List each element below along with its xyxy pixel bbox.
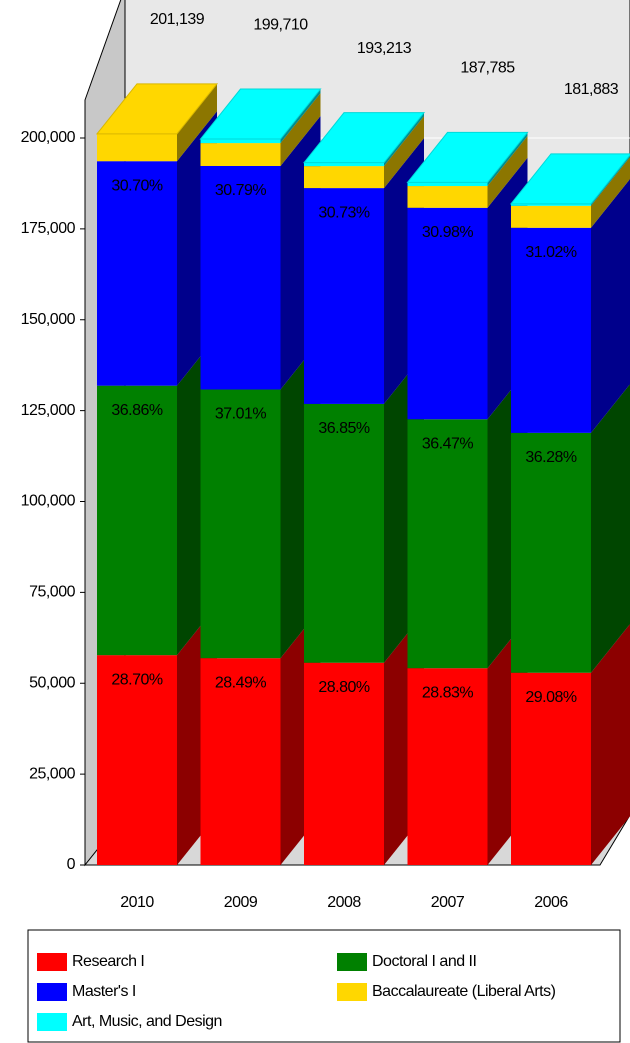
bar-side: [384, 112, 424, 167]
total-label: 199,710: [253, 16, 308, 33]
bar-side: [591, 384, 630, 673]
total-label: 181,883: [564, 81, 619, 98]
bar-side: [384, 116, 424, 189]
legend-swatch: [337, 983, 367, 1001]
percent-label: 36.28%: [525, 449, 577, 466]
percent-label: 28.80%: [318, 679, 370, 696]
x-tick-label: 2010: [120, 894, 154, 911]
bar-segment: [304, 403, 384, 663]
bar-segment: [200, 143, 281, 166]
y-tick-label: 25,000: [29, 765, 76, 782]
percent-label: 28.83%: [422, 684, 474, 701]
legend-swatch: [37, 953, 67, 971]
legend-label: Art, Music, and Design: [72, 1013, 222, 1030]
legend-box: [27, 929, 621, 1043]
bar-side: [591, 179, 630, 433]
bar-segment: [304, 662, 384, 865]
total-label: 193,213: [357, 40, 412, 57]
legend-swatch: [37, 983, 67, 1001]
bar-top: [199, 88, 322, 140]
y-tick-label: 175,000: [21, 220, 76, 237]
percent-label: 29.08%: [525, 689, 577, 706]
percent-label: 28.49%: [215, 674, 267, 691]
total-label: 187,785: [460, 60, 515, 77]
legend-label: Baccalaureate (Liberal Arts): [372, 983, 556, 1000]
x-tick-label: 2007: [431, 894, 465, 911]
y-tick-label: 75,000: [29, 584, 76, 601]
bar-segment: [97, 655, 177, 865]
bar-segment: [304, 188, 384, 404]
legend-label: Research I: [72, 953, 144, 970]
bar-side: [487, 136, 528, 208]
bar-segment: [407, 419, 488, 669]
bar-segment: [304, 162, 384, 167]
y-tick-label: 100,000: [21, 493, 76, 510]
bar-segment: [97, 385, 177, 656]
percent-label: 30.70%: [111, 177, 163, 194]
bar-top: [509, 153, 630, 205]
percent-label: 37.01%: [215, 406, 267, 423]
bar-segment: [407, 182, 488, 187]
bar-segment: [304, 166, 384, 189]
bar-side: [280, 89, 321, 144]
percent-label: 36.47%: [422, 435, 474, 452]
bar-segment: [200, 165, 281, 390]
percent-label: 31.02%: [525, 244, 577, 261]
y-tick-label: 125,000: [21, 402, 76, 419]
bar-side: [591, 157, 630, 228]
percent-label: 30.98%: [422, 224, 474, 241]
bar-side: [280, 93, 321, 166]
bar-top: [302, 112, 426, 164]
bar-segment: [511, 672, 591, 865]
x-tick-label: 2008: [327, 894, 361, 911]
bar-segment: [200, 658, 281, 865]
bar-segment: [97, 133, 177, 162]
percent-label: 36.86%: [111, 402, 163, 419]
percent-label: 30.79%: [215, 182, 267, 199]
bar-segment: [407, 186, 488, 208]
bar-segment: [511, 432, 591, 673]
bar-side: [487, 132, 528, 187]
percent-label: 36.85%: [318, 420, 370, 437]
legend-label: Doctoral I and II: [372, 953, 476, 970]
y-tick-label: 200,000: [21, 129, 76, 146]
bar-segment: [511, 205, 591, 228]
bar-segment: [97, 161, 177, 386]
y-tick-label: 0: [67, 856, 76, 873]
bar-top: [95, 83, 219, 135]
y-tick-label: 150,000: [21, 311, 76, 328]
y-tick-label: 50,000: [29, 674, 76, 691]
legend-label: Master's I: [72, 983, 136, 1000]
legend-swatch: [37, 1013, 67, 1031]
percent-label: 30.73%: [318, 204, 370, 221]
bar-segment: [511, 227, 591, 433]
bar-side: [591, 623, 630, 865]
bar-segment: [200, 139, 281, 144]
x-tick-label: 2009: [224, 894, 258, 911]
bar-segment: [200, 389, 281, 659]
bar-side: [177, 83, 217, 162]
bar-segment: [407, 207, 488, 420]
bar-segment: [511, 203, 591, 206]
percent-label: 28.70%: [111, 671, 163, 688]
bar-segment: [407, 668, 488, 865]
bar-top: [406, 131, 529, 183]
legend-swatch: [337, 953, 367, 971]
total-label: 201,139: [150, 11, 205, 28]
x-tick-label: 2006: [534, 894, 568, 911]
